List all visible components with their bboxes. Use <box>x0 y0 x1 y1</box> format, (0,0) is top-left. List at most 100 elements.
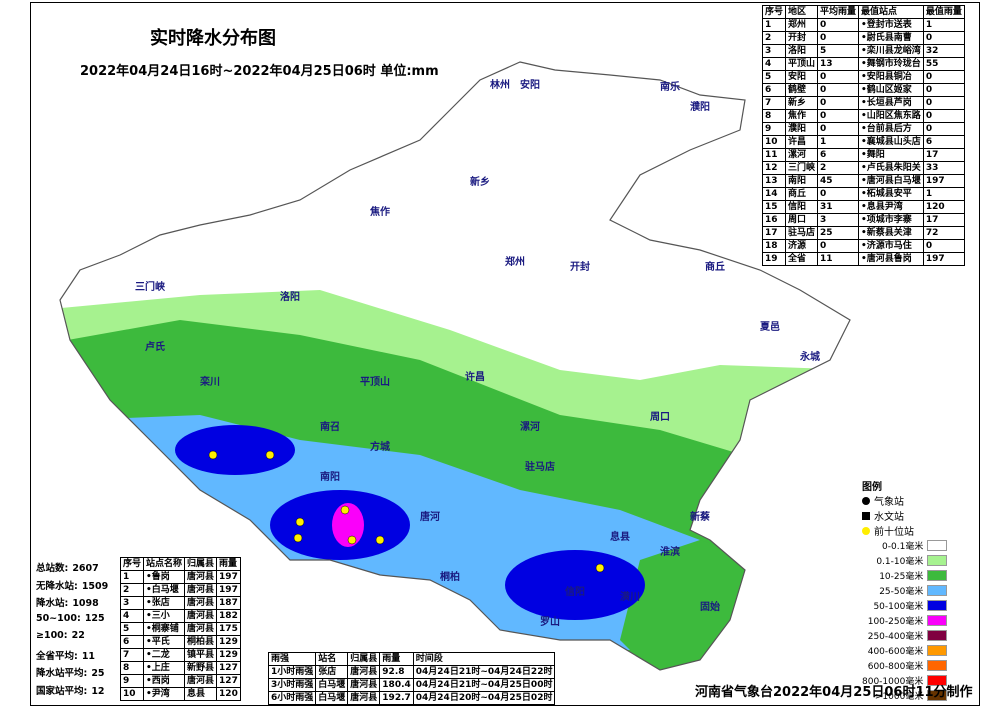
header-cell: 雨量 <box>379 652 414 666</box>
legend-title: 图例 <box>862 482 882 493</box>
legend-item: 50-100毫米 <box>862 598 948 613</box>
place-label: 濮阳 <box>690 100 710 113</box>
table-row: 9 •西岗 唐河县 127 <box>119 674 241 688</box>
place-label: 罗山 <box>540 615 560 628</box>
table-cell: 6 <box>119 635 145 649</box>
legend-label: 0.1-10毫米 <box>876 557 924 567</box>
legend-swatch <box>927 540 948 551</box>
stat-row: 国家站平均: 12 <box>36 683 118 701</box>
place-label: 固始 <box>700 600 720 613</box>
table-cell: •白马堰 <box>143 583 186 597</box>
table-cell: 14 <box>761 187 787 201</box>
table-cell: 9 <box>119 674 145 688</box>
table-cell: 9 <box>761 122 787 136</box>
table-row: 3 •张店 唐河县 187 <box>119 596 241 610</box>
header-cell: 序号 <box>119 557 145 571</box>
table-cell: 4 <box>119 609 145 623</box>
place-label: 洛阳 <box>280 290 300 303</box>
place-label: 栾川 <box>199 375 220 388</box>
table-cell: 焦作 <box>785 109 819 123</box>
place-label: 新蔡 <box>690 510 710 523</box>
table-row: 7 新乡 0 •长垣县芦岗 0 <box>761 96 965 110</box>
stat-value: 2607 <box>72 563 99 574</box>
stat-value: 12 <box>91 685 105 697</box>
place-label: 安阳 <box>520 78 540 91</box>
header-row: 序号 地区 平均雨量 最值站点 最值雨量 <box>761 5 965 19</box>
table-cell: 1 <box>761 18 787 32</box>
legend-item: 10-25毫米 <box>862 568 948 583</box>
legend-label: 250-400毫米 <box>867 632 924 642</box>
legend-swatch <box>927 660 948 671</box>
table-cell: 开封 <box>785 31 819 45</box>
table-cell: 鹤壁 <box>785 83 819 97</box>
table-row: 3小时雨强 白马堰 唐河县 180.4 04月24日21时~04月25日00时 <box>267 678 556 692</box>
stat-row: ≥100: 22 <box>36 630 118 648</box>
table-cell: •尹湾 <box>143 687 186 701</box>
table-cell: •唐河县白马堰 <box>858 174 924 188</box>
stat-label: 降水站: <box>36 598 69 609</box>
header-cell: 雨强 <box>267 652 317 666</box>
legend-item: 前十位站 <box>862 523 947 538</box>
table-cell: 唐河县 <box>347 691 381 705</box>
legend-label: 前十位站 <box>874 527 914 538</box>
legend-item: 25-50毫米 <box>862 583 948 598</box>
table-cell: 南阳 <box>785 174 819 188</box>
table-cell: 13 <box>761 174 787 188</box>
table-cell: 濮阳 <box>785 122 819 136</box>
table-cell: 11 <box>817 252 860 266</box>
table-cell: 17 <box>922 148 965 162</box>
table-cell: 唐河县 <box>184 583 218 597</box>
table-row: 5 •桐寨铺 唐河县 175 <box>119 622 241 636</box>
map-subtitle: 2022年04月24日16时~2022年04月25日06时 单位:mm <box>80 64 439 79</box>
table-cell: 唐河县 <box>347 678 381 692</box>
table-cell: 182 <box>216 609 241 623</box>
table-cell: 31 <box>817 200 860 214</box>
table-cell: 0 <box>922 70 965 84</box>
legend-label: 600-800毫米 <box>867 662 924 672</box>
table-cell: •上庄 <box>143 661 186 675</box>
table-cell: •山阳区焦东路 <box>858 109 924 123</box>
table-cell: 0 <box>817 109 860 123</box>
stats: 总站数: 2607 无降水站: 1509 降水站: 1098 50~100: 125 ≥100:… <box>36 560 118 700</box>
table-cell: •新蔡县关津 <box>858 226 924 240</box>
table-cell: 192.7 <box>379 691 414 705</box>
place-label: 潢川 <box>620 590 640 603</box>
table-cell: •张店 <box>143 596 186 610</box>
legend-symbol <box>862 496 870 505</box>
table-cell: 6小时雨强 <box>267 691 317 705</box>
legend-item: >1000毫米 <box>862 688 948 703</box>
table-cell: 129 <box>216 635 241 649</box>
table-cell: 唐河县 <box>347 665 381 679</box>
table-cell: 白马堰 <box>315 691 349 705</box>
table-cell: 175 <box>216 622 241 636</box>
table-cell: 信阳 <box>785 200 819 214</box>
top-stations <box>208 450 605 573</box>
table-cell: 04月24日21时~04月25日00时 <box>412 678 556 692</box>
legend-label: >1000毫米 <box>874 692 924 702</box>
table-cell: •卢氏县朱阳关 <box>858 161 924 175</box>
stat-label: 国家站平均: <box>36 685 88 697</box>
stat-value: 1509 <box>81 580 109 592</box>
table-cell: 唐河县 <box>184 674 218 688</box>
legend-symbol <box>862 511 870 520</box>
stat-row: 无降水站: 1509 <box>36 578 118 596</box>
place-label: 三门峡 <box>135 280 165 293</box>
table-row: 17 驻马店 25 •新蔡县关津 72 <box>761 226 965 240</box>
legend-swatch <box>927 555 948 566</box>
stat-label: 全省平均: <box>36 650 78 662</box>
table-cell: 0 <box>817 96 860 110</box>
legend-label: 800-1000毫米 <box>862 677 924 687</box>
map-title: 实时降水分布图 <box>150 28 276 49</box>
place-label: 漯河 <box>520 420 540 433</box>
table-cell: 197 <box>922 252 965 266</box>
table-cell: 郑州 <box>785 18 819 32</box>
table-row: 10 •尹湾 息县 120 <box>119 687 241 701</box>
stat-row: 全省平均: 11 <box>36 648 118 666</box>
table-cell: 0 <box>922 122 965 136</box>
table-cell: 127 <box>216 661 241 675</box>
table-cell: 唐河县 <box>184 596 218 610</box>
table-row: 6 •平氏 桐柏县 129 <box>119 635 241 649</box>
legend-item: 0.1-10毫米 <box>862 553 948 568</box>
stat-value: 11 <box>81 650 96 662</box>
